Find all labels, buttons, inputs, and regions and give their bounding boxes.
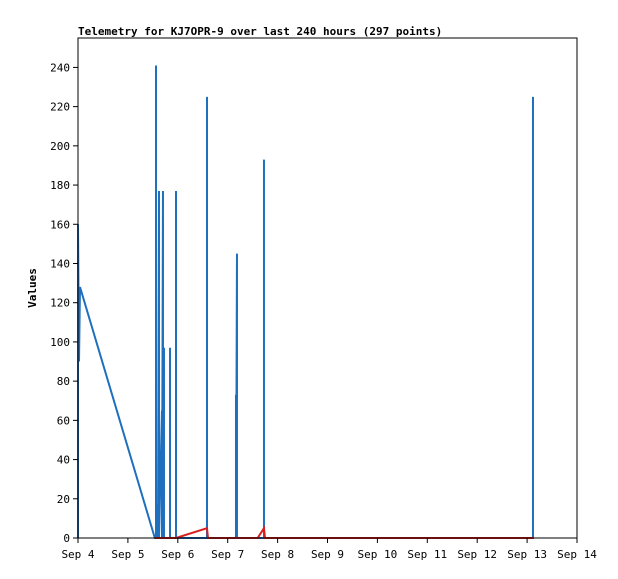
x-tick-label: Sep 10 [358,548,398,561]
y-axis-label: Values [26,268,39,308]
x-tick-label: Sep 4 [61,548,94,561]
x-tick-label: Sep 11 [407,548,447,561]
y-tick-label: 120 [50,297,70,310]
x-tick-label: Sep 8 [261,548,294,561]
x-tick-label: Sep 6 [161,548,194,561]
y-tick-label: 180 [50,179,70,192]
y-tick-label: 160 [50,218,70,231]
y-tick-label: 20 [57,493,70,506]
y-tick-label: 240 [50,61,70,74]
x-tick-label: Sep 14 [557,548,597,561]
y-tick-label: 0 [63,532,70,545]
data-line [77,65,534,539]
x-tick-label: Sep 7 [211,548,244,561]
x-tick-label: Sep 5 [111,548,144,561]
y-tick-label: 40 [57,454,70,467]
x-tick-label: Sep 12 [457,548,497,561]
y-tick-label: 200 [50,140,70,153]
y-tick-label: 220 [50,101,70,114]
x-tick-label: Sep 9 [311,548,344,561]
y-tick-label: 100 [50,336,70,349]
x-tick-label: Sep 13 [507,548,547,561]
y-tick-label: 140 [50,257,70,270]
chart-title: Telemetry for KJ7OPR-9 over last 240 hou… [78,25,442,38]
y-tick-label: 80 [57,375,70,388]
y-tick-label: 60 [57,414,70,427]
